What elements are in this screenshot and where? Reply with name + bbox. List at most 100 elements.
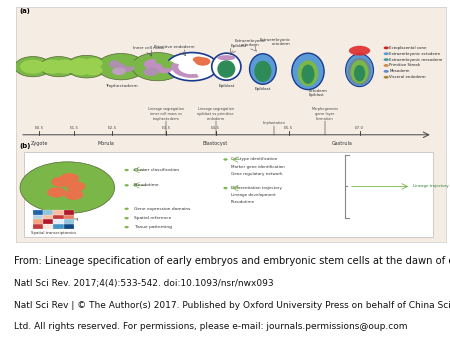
Text: Extraembryonic
ectoderm: Extraembryonic ectoderm: [234, 39, 266, 47]
Text: Extraembryonic mesoderm: Extraembryonic mesoderm: [389, 57, 443, 62]
Bar: [43, 224, 54, 229]
Bar: [43, 215, 54, 219]
Text: Epiblast: Epiblast: [230, 44, 247, 48]
Circle shape: [14, 56, 51, 77]
Circle shape: [383, 70, 389, 73]
Circle shape: [71, 58, 90, 68]
Text: Trophectoderm: Trophectoderm: [105, 84, 137, 88]
Circle shape: [155, 64, 173, 73]
Text: Cell type identification: Cell type identification: [230, 158, 277, 162]
Text: Natl Sci Rev | © The Author(s) 2017. Published by Oxford University Press on beh: Natl Sci Rev | © The Author(s) 2017. Pub…: [14, 300, 450, 310]
Circle shape: [119, 64, 135, 72]
Circle shape: [125, 217, 129, 219]
Bar: [63, 224, 74, 229]
Circle shape: [195, 57, 211, 66]
Circle shape: [51, 176, 70, 187]
Ellipse shape: [351, 60, 369, 83]
Circle shape: [155, 57, 168, 64]
Text: Extraembryonic ectoderm: Extraembryonic ectoderm: [389, 52, 441, 56]
Ellipse shape: [302, 65, 315, 84]
Text: scRNA-seq: scRNA-seq: [56, 217, 79, 221]
Circle shape: [162, 61, 175, 69]
Circle shape: [71, 65, 90, 75]
Text: Lineage trajectory of single cells with spatial resolution: Lineage trajectory of single cells with …: [413, 185, 450, 189]
Text: Marker gene identification: Marker gene identification: [230, 165, 284, 169]
Ellipse shape: [292, 53, 324, 90]
Text: Gene regulatory network: Gene regulatory network: [230, 172, 282, 176]
Circle shape: [84, 58, 103, 68]
Text: E1.5: E1.5: [69, 126, 78, 129]
Text: Visceral endoderm: Visceral endoderm: [389, 75, 426, 79]
Text: Primitive Streak: Primitive Streak: [389, 64, 420, 68]
Circle shape: [383, 52, 389, 55]
Ellipse shape: [254, 61, 271, 82]
Text: Morphogenesis
germ layer
formation: Morphogenesis germ layer formation: [312, 107, 339, 121]
Circle shape: [66, 55, 107, 78]
Text: Primitive endoderm: Primitive endoderm: [154, 45, 195, 49]
Text: Implantation: Implantation: [262, 121, 285, 125]
Circle shape: [383, 64, 389, 67]
Circle shape: [52, 59, 78, 74]
Text: Natl Sci Rev. 2017;4(4):533-542. doi:10.1093/nsr/nwx093: Natl Sci Rev. 2017;4(4):533-542. doi:10.…: [14, 279, 273, 288]
Bar: [63, 219, 74, 224]
Circle shape: [20, 162, 115, 214]
Bar: [33, 219, 43, 224]
Text: Tissue patterning: Tissue patterning: [134, 225, 172, 229]
Circle shape: [144, 59, 163, 70]
Circle shape: [223, 187, 228, 189]
Circle shape: [223, 158, 228, 161]
Ellipse shape: [297, 60, 318, 86]
Text: E3.5: E3.5: [162, 126, 171, 129]
Circle shape: [125, 208, 129, 210]
Circle shape: [123, 59, 136, 67]
Bar: [63, 215, 74, 219]
Circle shape: [47, 187, 66, 197]
Circle shape: [118, 58, 128, 64]
Text: Morula: Morula: [98, 141, 114, 146]
Text: Epiblast: Epiblast: [309, 93, 324, 97]
Ellipse shape: [217, 55, 235, 60]
Ellipse shape: [354, 65, 365, 81]
Circle shape: [64, 190, 83, 200]
Ellipse shape: [349, 46, 370, 55]
Circle shape: [125, 169, 129, 171]
Ellipse shape: [212, 53, 241, 80]
Circle shape: [20, 59, 46, 74]
Circle shape: [166, 53, 218, 81]
Circle shape: [350, 46, 369, 56]
Text: E7.0: E7.0: [355, 126, 364, 129]
Text: Inner cell mass: Inner cell mass: [134, 46, 164, 50]
Bar: [54, 219, 63, 224]
Text: Mesoderm: Mesoderm: [389, 69, 410, 73]
Circle shape: [125, 184, 129, 187]
Circle shape: [97, 53, 145, 80]
Text: Pseudotime: Pseudotime: [230, 200, 255, 204]
Text: Lineage segregation
inner cell mass vs
trophectoderm: Lineage segregation inner cell mass vs t…: [148, 107, 184, 121]
Text: Ectoderm: Ectoderm: [309, 89, 328, 93]
Bar: [43, 219, 54, 224]
Circle shape: [383, 58, 389, 61]
Ellipse shape: [348, 57, 371, 85]
Circle shape: [125, 226, 129, 228]
Text: (a): (a): [19, 8, 30, 14]
Text: E5.5: E5.5: [284, 126, 293, 129]
Circle shape: [67, 181, 86, 192]
Circle shape: [84, 65, 103, 75]
Circle shape: [383, 76, 389, 79]
Circle shape: [40, 56, 77, 77]
Bar: [54, 215, 63, 219]
Text: Lineage segregation
epiblast vs primitive
endoderm: Lineage segregation epiblast vs primitiv…: [198, 107, 234, 121]
Bar: [33, 210, 43, 215]
Circle shape: [193, 56, 204, 63]
Circle shape: [383, 46, 389, 49]
Text: E2.5: E2.5: [108, 126, 117, 129]
Ellipse shape: [217, 60, 235, 78]
Circle shape: [40, 59, 65, 74]
Bar: [54, 224, 63, 229]
Text: Cluster classification: Cluster classification: [134, 168, 179, 172]
Ellipse shape: [250, 54, 276, 84]
Text: Gene expression domains: Gene expression domains: [134, 207, 190, 211]
Circle shape: [132, 53, 183, 81]
Circle shape: [144, 68, 159, 76]
Circle shape: [112, 68, 126, 75]
